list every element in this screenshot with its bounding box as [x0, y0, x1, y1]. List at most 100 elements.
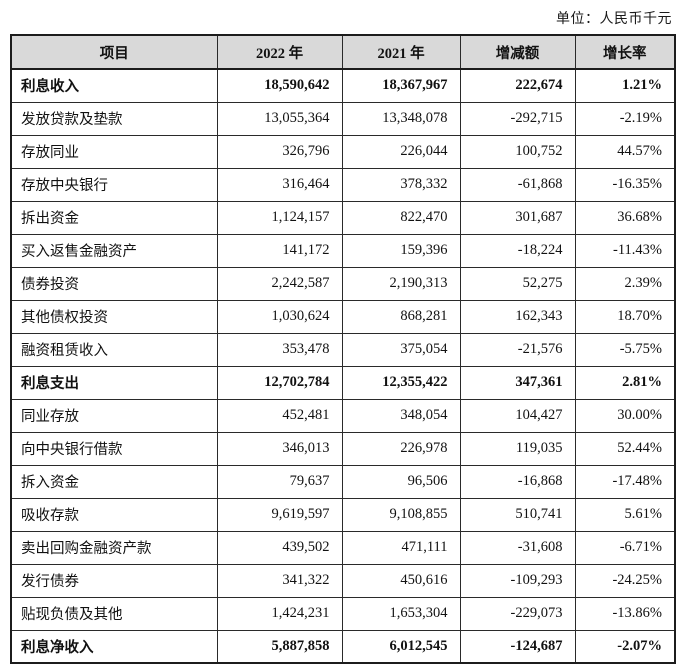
- row-change-value: 100,752: [459, 134, 576, 169]
- row-2022-value: 346,013: [216, 431, 343, 466]
- row-2021-value: 6,012,545: [341, 629, 461, 664]
- row-change-value: 222,674: [459, 68, 576, 103]
- row-item-label: 发放贷款及垫款: [10, 101, 218, 136]
- row-growth-rate: -24.25%: [574, 563, 676, 598]
- row-growth-rate: 52.44%: [574, 431, 676, 466]
- row-2022-value: 439,502: [216, 530, 343, 565]
- row-growth-rate: -13.86%: [574, 596, 676, 631]
- row-change-value: -61,868: [459, 167, 576, 202]
- row-change-value: 347,361: [459, 365, 576, 400]
- column-header-2022: 2022 年: [216, 34, 343, 70]
- column-header-change: 增减额: [459, 34, 576, 70]
- table-row: 同业存放 452,481 348,054 104,427 30.00%: [10, 398, 676, 433]
- table-row: 发行债券 341,322 450,616 -109,293 -24.25%: [10, 563, 676, 598]
- column-header-item: 项目: [10, 34, 218, 70]
- row-item-label: 其他债权投资: [10, 299, 218, 334]
- row-growth-rate: -6.71%: [574, 530, 676, 565]
- row-change-value: -109,293: [459, 563, 576, 598]
- row-growth-rate: 5.61%: [574, 497, 676, 532]
- row-2022-value: 79,637: [216, 464, 343, 499]
- row-item-label: 利息净收入: [10, 629, 218, 664]
- row-item-label: 卖出回购金融资产款: [10, 530, 218, 565]
- table-row: 拆入资金 79,637 96,506 -16,868 -17.48%: [10, 464, 676, 499]
- row-item-label: 融资租赁收入: [10, 332, 218, 367]
- table-row: 发放贷款及垫款 13,055,364 13,348,078 -292,715 -…: [10, 101, 676, 136]
- row-item-label: 同业存放: [10, 398, 218, 433]
- row-growth-rate: -5.75%: [574, 332, 676, 367]
- table-row: 卖出回购金融资产款 439,502 471,111 -31,608 -6.71%: [10, 530, 676, 565]
- row-2021-value: 9,108,855: [341, 497, 461, 532]
- row-item-label: 贴现负债及其他: [10, 596, 218, 631]
- table-row: 其他债权投资 1,030,624 868,281 162,343 18.70%: [10, 299, 676, 334]
- row-2022-value: 353,478: [216, 332, 343, 367]
- table-row: 利息支出 12,702,784 12,355,422 347,361 2.81%: [10, 365, 676, 400]
- table-row: 存放同业 326,796 226,044 100,752 44.57%: [10, 134, 676, 169]
- row-2021-value: 1,653,304: [341, 596, 461, 631]
- row-2022-value: 18,590,642: [216, 68, 343, 103]
- row-item-label: 债券投资: [10, 266, 218, 301]
- row-change-value: 52,275: [459, 266, 576, 301]
- row-2021-value: 348,054: [341, 398, 461, 433]
- row-change-value: 301,687: [459, 200, 576, 235]
- table-body: 利息收入 18,590,642 18,367,967 222,674 1.21%…: [10, 68, 676, 664]
- row-2021-value: 18,367,967: [341, 68, 461, 103]
- column-header-growth-rate: 增长率: [574, 34, 676, 70]
- row-growth-rate: 36.68%: [574, 200, 676, 235]
- row-2021-value: 450,616: [341, 563, 461, 598]
- row-change-value: 104,427: [459, 398, 576, 433]
- row-growth-rate: -16.35%: [574, 167, 676, 202]
- row-growth-rate: 2.39%: [574, 266, 676, 301]
- row-item-label: 拆出资金: [10, 200, 218, 235]
- row-2022-value: 341,322: [216, 563, 343, 598]
- row-change-value: -16,868: [459, 464, 576, 499]
- row-2021-value: 13,348,078: [341, 101, 461, 136]
- table-header-row: 项目 2022 年 2021 年 增减额 增长率: [10, 34, 676, 70]
- row-2022-value: 316,464: [216, 167, 343, 202]
- row-item-label: 利息收入: [10, 68, 218, 103]
- row-item-label: 吸收存款: [10, 497, 218, 532]
- table-header: 项目 2022 年 2021 年 增减额 增长率: [10, 34, 676, 70]
- table-row: 利息收入 18,590,642 18,367,967 222,674 1.21%: [10, 68, 676, 103]
- row-2021-value: 471,111: [341, 530, 461, 565]
- row-2022-value: 1,124,157: [216, 200, 343, 235]
- table-row: 吸收存款 9,619,597 9,108,855 510,741 5.61%: [10, 497, 676, 532]
- row-2022-value: 326,796: [216, 134, 343, 169]
- row-change-value: 510,741: [459, 497, 576, 532]
- interest-income-expense-table: 项目 2022 年 2021 年 增减额 增长率 利息收入 18,590,642…: [10, 34, 676, 664]
- table-row: 拆出资金 1,124,157 822,470 301,687 36.68%: [10, 200, 676, 235]
- table-row: 存放中央银行 316,464 378,332 -61,868 -16.35%: [10, 167, 676, 202]
- row-growth-rate: 18.70%: [574, 299, 676, 334]
- row-growth-rate: 44.57%: [574, 134, 676, 169]
- row-change-value: -18,224: [459, 233, 576, 268]
- row-2022-value: 1,030,624: [216, 299, 343, 334]
- table-row: 向中央银行借款 346,013 226,978 119,035 52.44%: [10, 431, 676, 466]
- row-item-label: 利息支出: [10, 365, 218, 400]
- column-header-2021: 2021 年: [341, 34, 461, 70]
- row-item-label: 向中央银行借款: [10, 431, 218, 466]
- row-2022-value: 1,424,231: [216, 596, 343, 631]
- row-2021-value: 822,470: [341, 200, 461, 235]
- row-2021-value: 159,396: [341, 233, 461, 268]
- row-change-value: -229,073: [459, 596, 576, 631]
- row-growth-rate: 30.00%: [574, 398, 676, 433]
- row-growth-rate: -17.48%: [574, 464, 676, 499]
- table-row: 利息净收入 5,887,858 6,012,545 -124,687 -2.07…: [10, 629, 676, 664]
- row-item-label: 发行债券: [10, 563, 218, 598]
- row-2022-value: 12,702,784: [216, 365, 343, 400]
- row-growth-rate: -2.07%: [574, 629, 676, 664]
- row-2021-value: 12,355,422: [341, 365, 461, 400]
- row-2021-value: 375,054: [341, 332, 461, 367]
- row-2021-value: 378,332: [341, 167, 461, 202]
- row-growth-rate: 1.21%: [574, 68, 676, 103]
- row-item-label: 存放中央银行: [10, 167, 218, 202]
- row-2021-value: 868,281: [341, 299, 461, 334]
- row-change-value: 162,343: [459, 299, 576, 334]
- row-2022-value: 9,619,597: [216, 497, 343, 532]
- table-row: 贴现负债及其他 1,424,231 1,653,304 -229,073 -13…: [10, 596, 676, 631]
- row-growth-rate: -11.43%: [574, 233, 676, 268]
- row-2022-value: 13,055,364: [216, 101, 343, 136]
- table-row: 融资租赁收入 353,478 375,054 -21,576 -5.75%: [10, 332, 676, 367]
- table-row: 买入返售金融资产 141,172 159,396 -18,224 -11.43%: [10, 233, 676, 268]
- row-change-value: -31,608: [459, 530, 576, 565]
- row-2022-value: 141,172: [216, 233, 343, 268]
